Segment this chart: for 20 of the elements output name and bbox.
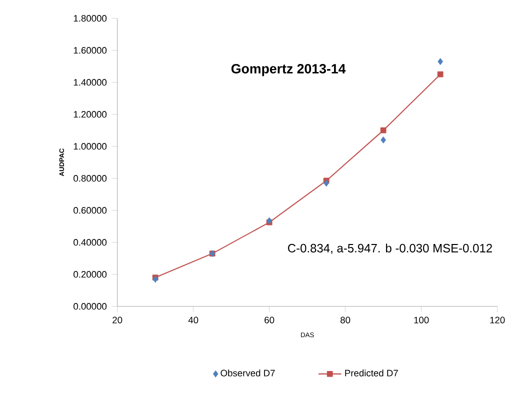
y-tick-label: 1.20000 xyxy=(74,111,107,118)
x-tick-label: 40 xyxy=(188,316,198,324)
annotation: C-0.834, a-5.947. b -0.030 MSE-0.012 xyxy=(288,244,492,254)
y-tick-label: 1.80000 xyxy=(74,15,107,22)
y-tick-label: 1.00000 xyxy=(74,143,107,150)
y-tick-label: 0.40000 xyxy=(74,239,107,246)
x-tick-label: 80 xyxy=(340,316,350,324)
y-tick-label: 0.80000 xyxy=(74,175,107,182)
x-tick-label: 20 xyxy=(112,316,122,324)
y-tick-label: 1.60000 xyxy=(74,47,107,54)
legend-label: Predicted D7 xyxy=(345,370,398,376)
x-tick-label: 100 xyxy=(414,316,429,324)
y-tick-label: 0.60000 xyxy=(74,207,107,214)
y-tick-label: 0.20000 xyxy=(74,271,107,278)
x-tick-label: 120 xyxy=(490,316,505,324)
x-tick-label: 60 xyxy=(264,316,274,324)
y-tick-label: 0.00000 xyxy=(74,303,107,310)
legend-label: Observed D7 xyxy=(220,370,275,376)
text: Gompertz 2013-14 xyxy=(231,64,346,76)
y-tick-label: 1.40000 xyxy=(74,79,107,86)
